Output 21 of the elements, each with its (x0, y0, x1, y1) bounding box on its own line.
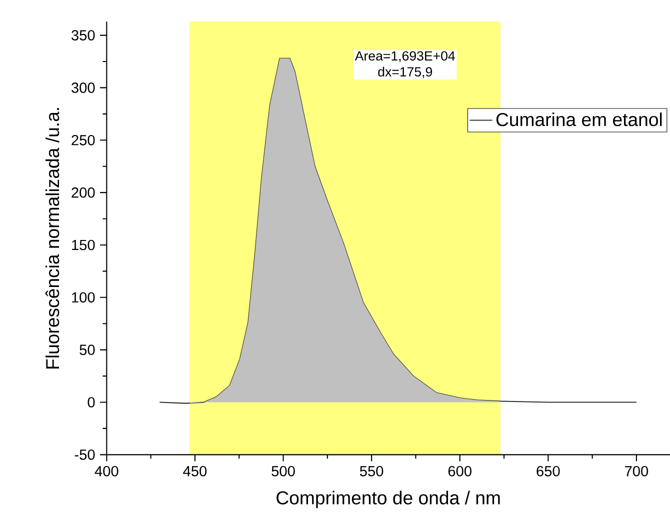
x-axis-title: Comprimento de onda / nm (276, 490, 500, 508)
y-tick-label: 200 (72, 187, 95, 198)
x-tick-label: 400 (94, 466, 118, 476)
y-axis-title: Fluorescência normalizada /u.a. (45, 108, 60, 368)
y-tick-label: 350 (72, 30, 95, 40)
y-tick-label: -50 (74, 450, 95, 460)
x-tick-label: 550 (360, 466, 384, 476)
legend-label: Cumarina em etanol (496, 112, 662, 126)
y-tick-label: 300 (72, 82, 95, 93)
x-tick-label: 650 (536, 466, 560, 476)
x-tick-label: 450 (183, 466, 207, 476)
x-tick-label: 700 (625, 466, 648, 476)
annotation: Area=1,693E+04 (354, 51, 455, 62)
y-tick-label: 250 (72, 134, 95, 146)
y-tick-label: 150 (72, 240, 95, 250)
y-tick-label: 50 (80, 344, 95, 355)
x-tick-label: 600 (448, 466, 472, 476)
y-tick-label: 0 (88, 397, 95, 408)
x-tick-label: 500 (272, 466, 295, 476)
annotation: dx=175,9 (378, 66, 432, 78)
y-tick-label: 100 (72, 292, 95, 303)
